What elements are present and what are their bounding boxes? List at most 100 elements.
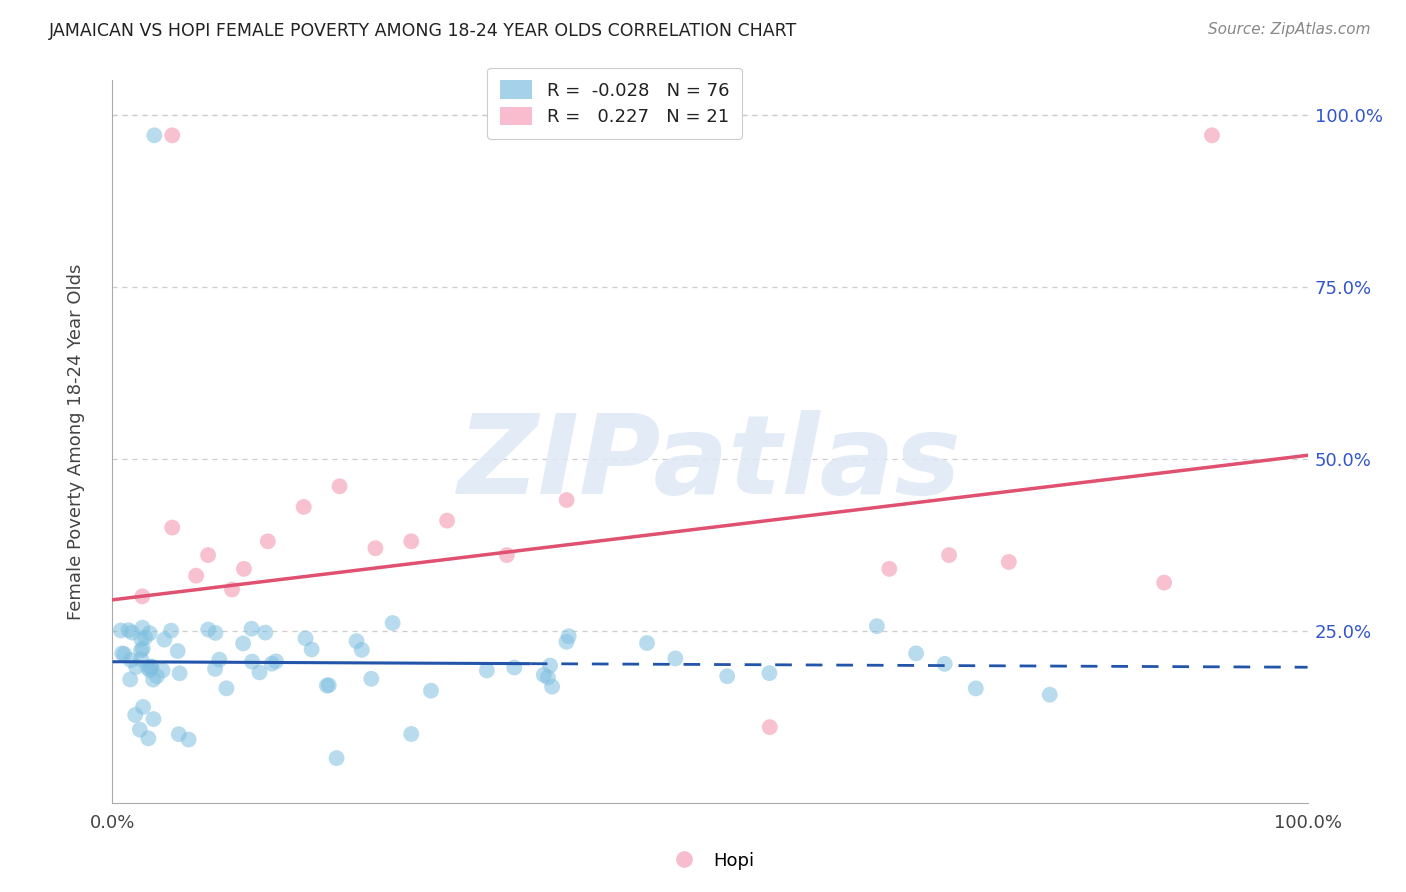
Point [221, 582, 243, 597]
Point [139, 659, 162, 673]
Point [197, 548, 219, 562]
Point [162, 520, 183, 534]
Point [132, 700, 155, 714]
Point [998, 555, 1021, 569]
Point [167, 727, 190, 741]
Point [436, 514, 458, 528]
Point [301, 642, 323, 657]
Point [249, 665, 271, 680]
Point [110, 624, 132, 638]
Text: ZIPatlas: ZIPatlas [458, 409, 962, 516]
Point [138, 626, 160, 640]
Point [381, 615, 404, 630]
Point [555, 634, 578, 648]
Text: Source: ZipAtlas.com: Source: ZipAtlas.com [1208, 22, 1371, 37]
Point [142, 712, 165, 726]
Point [240, 655, 263, 669]
Point [533, 668, 555, 682]
Point [1039, 688, 1062, 702]
Point [132, 641, 155, 656]
Text: JAMAICAN VS HOPI FEMALE POVERTY AMONG 18-24 YEAR OLDS CORRELATION CHART: JAMAICAN VS HOPI FEMALE POVERTY AMONG 18… [49, 22, 797, 40]
Point [143, 128, 166, 143]
Point [965, 681, 987, 696]
Point [759, 720, 782, 734]
Point [557, 629, 579, 643]
Point [538, 658, 561, 673]
Point [141, 660, 163, 674]
Point [125, 660, 148, 674]
Point [401, 534, 423, 549]
Point [1153, 575, 1175, 590]
Point [938, 548, 960, 562]
Point [503, 660, 526, 674]
Point [260, 657, 283, 671]
Point [169, 666, 191, 681]
Point [329, 479, 352, 493]
Point [292, 500, 315, 514]
Point [120, 673, 142, 687]
Point [318, 678, 340, 692]
Point [232, 636, 254, 650]
Point [233, 562, 256, 576]
Point [112, 647, 135, 661]
Point [186, 568, 208, 582]
Point [866, 619, 889, 633]
Point [129, 652, 152, 666]
Point [121, 625, 143, 640]
Point [360, 672, 382, 686]
Point [541, 680, 564, 694]
Point [879, 562, 901, 576]
Point [905, 646, 928, 660]
Point [346, 634, 368, 648]
Point [636, 636, 658, 650]
Point [350, 643, 373, 657]
Point [294, 632, 316, 646]
Point [152, 664, 174, 678]
Point [129, 643, 152, 657]
Point [131, 621, 153, 635]
Point [215, 681, 238, 696]
Point [325, 751, 347, 765]
Point [758, 666, 780, 681]
Point [120, 653, 142, 667]
Point [257, 534, 280, 549]
Point [664, 651, 686, 665]
Point [420, 683, 443, 698]
Point [364, 541, 387, 556]
Point [934, 657, 956, 671]
Point [204, 662, 226, 676]
Point [160, 624, 183, 638]
Point [129, 632, 152, 646]
Point [197, 623, 219, 637]
Point [555, 493, 578, 508]
Point [111, 647, 134, 661]
Point [124, 708, 146, 723]
Point [162, 128, 183, 143]
Point [134, 631, 156, 645]
Point [128, 723, 150, 737]
Y-axis label: Female Poverty Among 18-24 Year Olds: Female Poverty Among 18-24 Year Olds [66, 263, 84, 620]
Point [139, 663, 162, 677]
Point [537, 670, 560, 684]
Point [264, 654, 287, 668]
Point [146, 669, 169, 683]
Legend: Hopi: Hopi [659, 845, 761, 877]
Point [240, 622, 263, 636]
Point [399, 727, 422, 741]
Point [1201, 128, 1223, 143]
Point [117, 623, 139, 637]
Point [496, 548, 519, 562]
Point [138, 731, 160, 746]
Point [177, 732, 200, 747]
Point [166, 644, 188, 658]
Point [204, 626, 226, 640]
Point [142, 673, 165, 687]
Point [254, 625, 277, 640]
Point [208, 653, 231, 667]
Point [131, 590, 153, 604]
Point [315, 679, 337, 693]
Point [475, 664, 498, 678]
Point [136, 661, 159, 675]
Point [153, 632, 176, 647]
Point [716, 669, 738, 683]
